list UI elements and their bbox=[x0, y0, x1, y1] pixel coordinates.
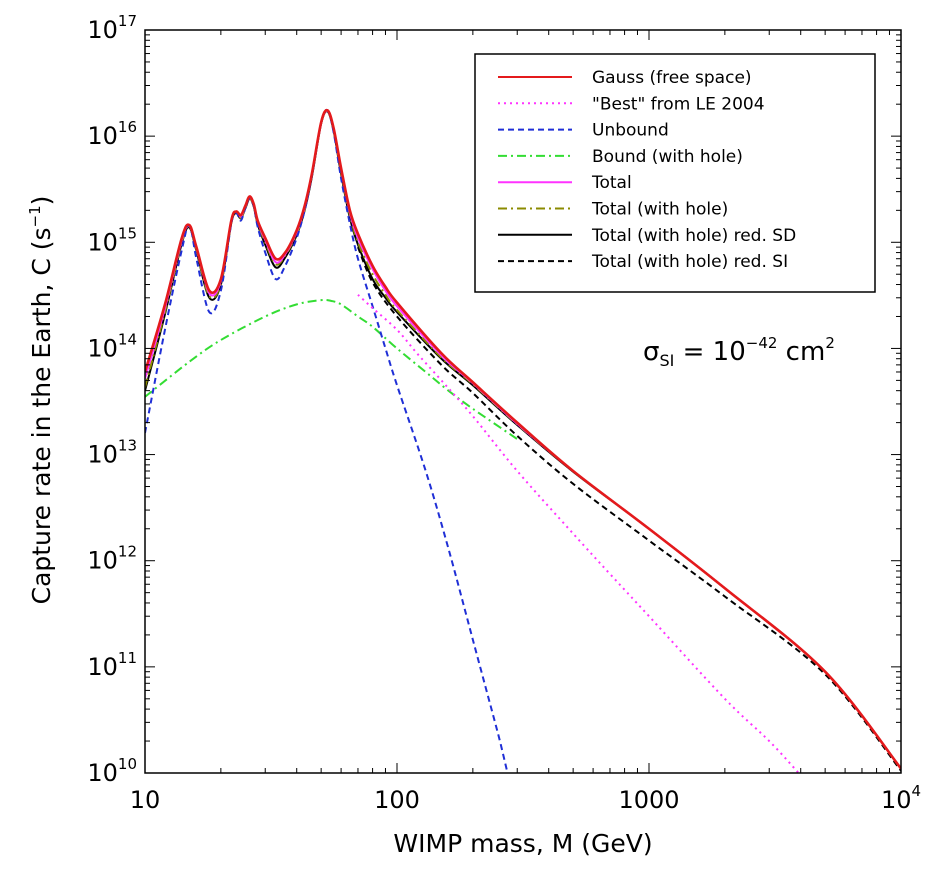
x-axis-label: WIMP mass, M (GeV) bbox=[393, 829, 652, 858]
legend-label: Total (with hole) bbox=[591, 200, 728, 220]
y-tick-label: 1017 bbox=[87, 12, 137, 44]
legend-box bbox=[474, 53, 876, 293]
legend-label: Bound (with hole) bbox=[592, 147, 743, 167]
legend-label: "Best" from LE 2004 bbox=[592, 94, 765, 114]
y-tick-label: 1010 bbox=[87, 755, 137, 787]
ticks-layer: 10 100 1000 104 1010 1011 1012 1013 1014 1015 1016… bbox=[87, 12, 921, 814]
legend: Gauss (free space) "Best" from LE 2004 Unb… bbox=[474, 53, 876, 293]
y-tick-label: 1014 bbox=[87, 330, 137, 362]
legend-label: Gauss (free space) bbox=[592, 68, 752, 88]
x-tick-label: 100 bbox=[374, 786, 420, 814]
y-tick-label: 1011 bbox=[87, 649, 137, 681]
series-layer bbox=[145, 108, 901, 773]
plot-frame bbox=[144, 29, 902, 774]
y-tick-label: 1013 bbox=[87, 437, 137, 469]
x-tick-label: 10 bbox=[130, 786, 161, 814]
legend-label: Total (with hole) red. SD bbox=[591, 226, 796, 246]
series-line-1 bbox=[357, 294, 800, 773]
series-line-2 bbox=[145, 108, 528, 773]
y-tick-label: 1012 bbox=[87, 543, 137, 575]
y-axis-label: Capture rate in the Earth, C (s−1) bbox=[26, 196, 56, 605]
legend-label: Total (with hole) red. SI bbox=[591, 252, 788, 272]
legend-label: Unbound bbox=[592, 121, 669, 141]
series-line-7 bbox=[357, 246, 901, 772]
legend-label: Total bbox=[591, 173, 632, 193]
x-tick-label: 104 bbox=[881, 782, 921, 814]
y-tick-label: 1015 bbox=[87, 224, 137, 256]
x-tick-label: 1000 bbox=[618, 786, 679, 814]
sigma-annotation: σSI = 10−42 cm2 bbox=[643, 334, 835, 370]
y-tick-label: 1016 bbox=[87, 118, 137, 150]
series-line-3 bbox=[145, 298, 518, 440]
series-line-0 bbox=[145, 108, 901, 770]
